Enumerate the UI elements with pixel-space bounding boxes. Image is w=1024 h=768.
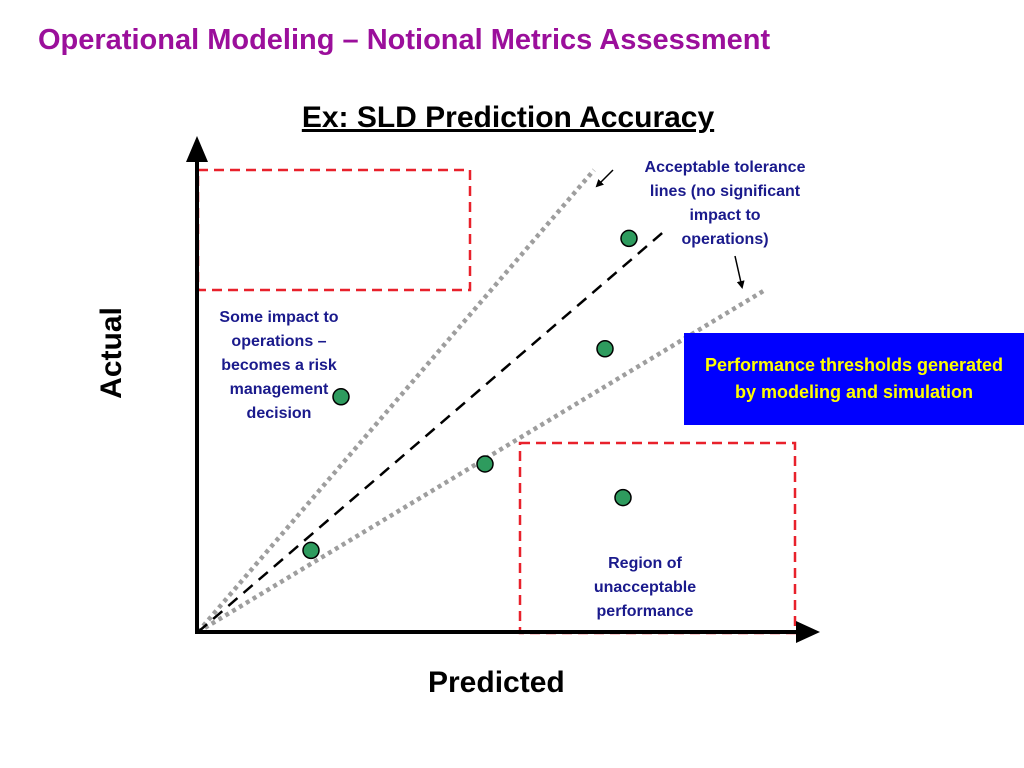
performance-callout: Performance thresholds generated by mode… xyxy=(684,333,1024,425)
perfect-prediction-line xyxy=(197,227,669,633)
risk-region-box xyxy=(196,168,472,292)
performance-callout-text: Performance thresholds generated by mode… xyxy=(704,355,1004,402)
y-axis-label: Actual xyxy=(95,307,128,399)
y-axis-arrowhead xyxy=(186,136,208,162)
tolerance-note-line: lines (no significant xyxy=(649,183,801,200)
data-point xyxy=(614,488,632,507)
upper-tolerance-line xyxy=(196,168,596,634)
unacceptable-note-line: performance xyxy=(596,603,694,620)
data-point xyxy=(302,541,320,560)
chart-title: Ex: SLD Prediction Accuracy xyxy=(301,101,715,134)
x-axis-arrowhead xyxy=(796,621,820,643)
risk-note-line: Some impact to xyxy=(219,309,339,326)
data-points xyxy=(302,229,638,560)
x-axis-label: Predicted xyxy=(428,666,565,699)
slide-title: Operational Modeling – Notional Metrics … xyxy=(38,24,771,56)
data-point xyxy=(620,229,638,248)
tolerance-note: Acceptable tolerance lines (no significa… xyxy=(612,156,838,252)
risk-note: Some impact to operations – becomes a ri… xyxy=(196,306,362,426)
tolerance-note-line: operations) xyxy=(681,231,769,248)
tolerance-pointer-upper xyxy=(595,169,614,188)
risk-note-line: becomes a risk xyxy=(221,357,337,374)
tolerance-note-line: Acceptable tolerance xyxy=(644,159,806,176)
data-point xyxy=(596,340,614,358)
unacceptable-note: Region of unacceptable performance xyxy=(560,552,730,624)
tolerance-pointer-lower xyxy=(734,255,745,289)
tolerance-note-line: impact to xyxy=(689,207,761,224)
risk-note-line: management xyxy=(229,381,329,398)
risk-note-line: operations – xyxy=(231,333,327,350)
unacceptable-region-box xyxy=(518,441,797,635)
data-point xyxy=(332,388,350,406)
unacceptable-note-line: Region of xyxy=(608,555,682,572)
risk-note-line: decision xyxy=(246,405,312,422)
data-point xyxy=(476,455,494,473)
unacceptable-note-line: unacceptable xyxy=(593,579,697,596)
